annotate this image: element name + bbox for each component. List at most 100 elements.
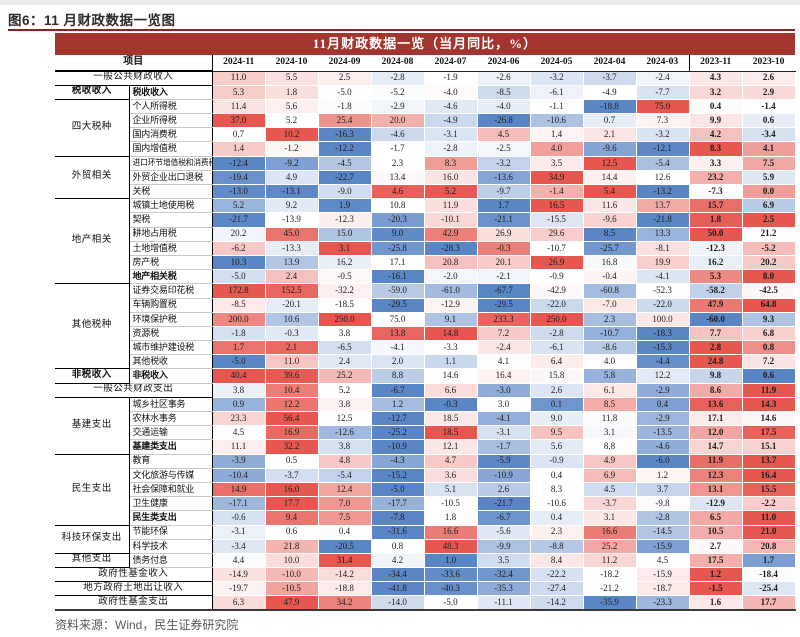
page-top-strip xyxy=(0,0,800,5)
value-cell: 7.7 xyxy=(688,325,743,342)
value-cell: 25.4 xyxy=(317,113,372,129)
table-row: 车辆购置税 -8.5 -20.1 -18.5 -29.5 -12.9 -29.5 -22.0-… xyxy=(55,297,796,313)
value-cell: -20.1 xyxy=(264,297,319,313)
value-cell: 2.7 xyxy=(688,538,743,554)
value-cell: 7.5 xyxy=(741,155,796,171)
value-cell: 12.6 xyxy=(635,169,690,186)
value-cell: -6.0 xyxy=(635,453,690,469)
value-cell: 18.5 xyxy=(423,425,478,441)
table-row: 契税 -21.7 -13.9 -12.3 -20.3 -10.1 -21.1 -15.5 -9.… xyxy=(55,212,796,228)
value-cell: 14.3 xyxy=(741,396,796,413)
value-cell: 17.5 xyxy=(741,425,796,441)
value-cell: -26.8 xyxy=(476,113,531,129)
value-cell: 4.9 xyxy=(264,169,319,186)
row-item-label: 耕地占用税 xyxy=(129,227,213,242)
table-row: 民生类支出 -0.6 9.4 7.5 -7.8 1.8 -6.7 0.4 3.1 -2.8 6.5 1… xyxy=(55,510,796,526)
value-cell: 39.6 xyxy=(264,368,319,384)
value-cell: 4.7 xyxy=(423,453,478,469)
value-cell: 0.7 xyxy=(211,127,266,143)
value-cell: -1.9 xyxy=(423,70,478,86)
column-header: 2024-04 xyxy=(583,55,636,72)
table-row: 民生支出 教育 -3.9 0.5 4.8 -4.3 4.7 -5.9 -0.9 4.9 -6.0 11… xyxy=(55,453,796,525)
value-cell: -1.8 xyxy=(211,325,266,342)
value-cell: 1.8 xyxy=(423,510,478,526)
value-cell: -31.6 xyxy=(370,524,425,540)
value-cell: -15.9 xyxy=(635,538,690,554)
value-cell: 250.0 xyxy=(317,311,372,327)
value-cell: 3.2 xyxy=(688,84,743,100)
table-row: 环境保护税 200.0 10.6 250.0 75.0 9.1 233.3 250.0 2.3 1… xyxy=(55,311,796,327)
value-cell: -22.2 xyxy=(529,567,584,583)
value-cell: 10.8 xyxy=(370,198,425,214)
value-cell: 5.8 xyxy=(582,368,637,384)
value-cell: 3.8 xyxy=(317,396,372,413)
row-label: 政府性基金收入 xyxy=(55,567,213,582)
value-cell: -4.0 xyxy=(423,84,478,100)
value-cell: -18.4 xyxy=(741,567,796,583)
table-row: 基建支出 城乡社区事务 0.9 12.2 3.8 1.2 -0.3 3.0 0.1 8.5 0.4 1… xyxy=(55,396,796,455)
value-cell: 75.0 xyxy=(635,98,690,115)
value-cell: -13.2 xyxy=(635,183,690,200)
value-cell: 8.5 xyxy=(582,396,637,413)
value-cell: 2.5 xyxy=(741,212,796,228)
value-cell: -9.9 xyxy=(476,538,531,554)
value-cell: 15.8 xyxy=(529,368,584,384)
value-cell: 16.5 xyxy=(529,198,584,214)
value-cell: 16.0 xyxy=(423,169,478,186)
value-cell: -35.9 xyxy=(582,595,637,611)
value-cell: 40.4 xyxy=(211,368,266,384)
value-cell: -3.1 xyxy=(476,425,531,441)
value-cell: -21.7 xyxy=(476,496,531,512)
row-group-label: 地产相关 xyxy=(55,198,130,284)
column-header: 2023-10 xyxy=(742,55,796,72)
row-label: 一般公共财政支出 xyxy=(55,382,213,398)
value-cell: 9.0 xyxy=(370,226,425,242)
value-cell: 100.0 xyxy=(635,311,690,327)
value-cell: 7.2 xyxy=(741,354,796,370)
value-cell: -13.0 xyxy=(211,183,266,200)
value-cell: -2.0 xyxy=(423,269,478,285)
value-cell: -22.0 xyxy=(529,297,584,313)
row-item-label: 证券交易印花税 xyxy=(129,283,213,299)
value-cell: 20.0 xyxy=(370,113,425,129)
value-cell: 4.0 xyxy=(582,354,637,370)
value-cell: -3.7 xyxy=(582,70,637,86)
value-cell: -12.7 xyxy=(370,410,425,427)
value-cell: 16.8 xyxy=(582,254,637,271)
value-cell: -2.1 xyxy=(476,269,531,285)
value-cell: -15.3 xyxy=(635,340,690,356)
value-cell: 5.6 xyxy=(264,98,319,115)
value-cell: 12.5 xyxy=(582,155,637,171)
value-cell: -10.0 xyxy=(264,567,319,583)
value-cell: 23.2 xyxy=(688,169,743,186)
value-cell: 8.8 xyxy=(582,439,637,455)
value-cell: 4.0 xyxy=(529,141,584,157)
value-cell: 0.9 xyxy=(211,396,266,413)
table-row: 外贸企业出口退税 -19.4 4.9 -22.7 13.4 16.0 -13.6 34.9 14… xyxy=(55,169,796,186)
value-cell: 11.2 xyxy=(582,552,637,569)
row-group-label: 其他支出 xyxy=(55,552,130,568)
value-cell: -10.6 xyxy=(529,496,584,512)
value-cell: 16.0 xyxy=(264,481,319,498)
column-header: 2023-11 xyxy=(688,55,742,72)
row-group-label: 四大税种 xyxy=(55,98,130,157)
row-item-label: 教育 xyxy=(129,453,213,469)
value-cell: 14.4 xyxy=(582,169,637,186)
value-cell: 2.9 xyxy=(741,84,796,100)
value-cell: -10.1 xyxy=(423,212,478,228)
value-cell: 0.8 xyxy=(741,340,796,356)
value-cell: -28.3 xyxy=(423,240,478,256)
value-cell: -9.7 xyxy=(476,183,531,200)
value-cell: 21.0 xyxy=(741,524,796,540)
value-cell: 10.3 xyxy=(211,254,266,271)
value-cell: 6.4 xyxy=(529,354,584,370)
value-cell: 26.9 xyxy=(476,226,531,242)
value-cell: 152.5 xyxy=(264,283,319,299)
value-cell: 0.5 xyxy=(264,453,319,469)
row-item-label: 交通运输 xyxy=(129,425,213,441)
value-cell: -3.9 xyxy=(211,453,266,469)
value-cell: 20.2 xyxy=(741,254,796,271)
value-cell: -25.4 xyxy=(741,581,796,597)
table-row: 基建类支出 11.1 32.2 3.8 -10.9 12.1 -1.7 5.6 8.8 -4.6 1… xyxy=(55,439,796,455)
value-cell: 5.2 xyxy=(211,198,266,214)
